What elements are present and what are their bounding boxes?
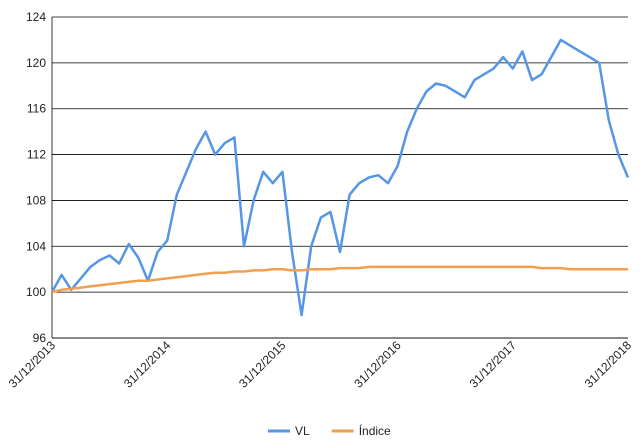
y-tick-label: 108 <box>26 193 46 207</box>
y-tick-label: 116 <box>27 102 46 116</box>
x-tick-label: 31/12/2016 <box>351 338 404 391</box>
series-line <box>51 265 628 294</box>
legend-label: VL <box>295 424 310 438</box>
y-tick-label: 124 <box>26 10 46 24</box>
x-tick-label: 31/12/2013 <box>6 338 59 391</box>
x-tick-label: 31/12/2017 <box>467 338 520 391</box>
x-tick-label: 31/12/2014 <box>121 338 174 391</box>
series-line <box>50 38 630 317</box>
y-tick-label: 112 <box>27 148 46 162</box>
y-tick-label: 104 <box>26 239 46 253</box>
x-tick-label: 31/12/2018 <box>582 338 635 391</box>
x-tick-label: 31/12/2015 <box>236 338 289 391</box>
legend-label: Índice <box>359 423 391 438</box>
y-tick-label: 120 <box>26 56 46 70</box>
y-tick-label: 96 <box>33 331 47 345</box>
y-tick-label: 100 <box>26 285 46 299</box>
